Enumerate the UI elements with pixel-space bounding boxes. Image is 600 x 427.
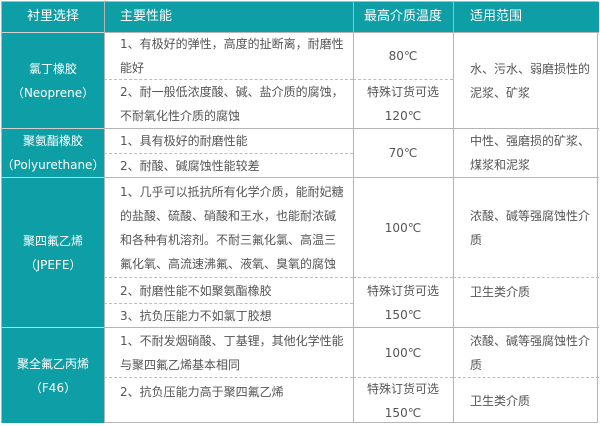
property-cell-line: 3、抗负压能力不如氯丁胶想: [120, 308, 272, 323]
temperature-cell-line: 特殊订货可选: [366, 381, 439, 396]
property-cell-line: 1、几乎可以抵抗所有化学介质，能耐妃糖: [120, 184, 344, 199]
application-cell: 浓酸、碱等强腐蚀性介质: [453, 327, 599, 377]
property-cell: 2、耐酸、碱腐蚀性能较差: [104, 153, 353, 177]
property-cell-line: 能好: [120, 61, 145, 75]
application-cell: 卫生类介质: [453, 277, 599, 327]
property-cell: 3、抗负压能力不如氯丁胶想: [104, 303, 353, 327]
property-cell: 1、几乎可以抵抗所有化学介质，能耐妃糖 的盐酸、硫酸、硝酸和王水，也能耐浓碱 和各种…: [104, 177, 353, 277]
property-cell-line: 1、有极好的弹性，高度的扯断离，耐磨性: [120, 37, 344, 51]
temperature-cell-line: 100℃: [384, 345, 422, 360]
column-divider: [453, 2, 454, 422]
temperature-cell: 70℃: [353, 128, 453, 177]
lining-name-line: （F46）: [29, 380, 77, 395]
temperature-cell: 100℃: [353, 177, 453, 277]
application-cell-line: 中性、强磨损的矿浆、: [470, 134, 591, 148]
header-application: 适用范围: [453, 2, 599, 32]
lining-name-line: 聚四氟乙烯: [22, 233, 83, 248]
temperature-cell-line: 150℃: [384, 405, 422, 420]
application-cell-line: 质: [470, 232, 483, 247]
application-cell-line: 浓酸、碱等强腐蚀性介: [470, 333, 591, 348]
property-cell-line: 2、耐酸、碱腐蚀性能较差: [120, 158, 260, 173]
application-cell-line: 浓酸、碱等强腐蚀性介: [470, 208, 591, 223]
column-divider: [353, 2, 354, 422]
property-cell-line: 2、耐一般低浓度酸、碱、盐介质的腐蚀，: [120, 85, 344, 99]
temperature-cell: 特殊订货可选 150℃: [353, 277, 453, 327]
lining-name-line: （Neoprene）: [11, 85, 95, 100]
property-cell-line: 不耐氧化性介质的腐蚀: [120, 109, 241, 123]
application-cell-line: 质: [470, 357, 483, 372]
lining-name-line: 聚氨酯橡胶: [22, 134, 83, 148]
property-cell: 1、具有极好的耐磨性能: [104, 128, 353, 153]
temperature-cell: 特殊订货可选 120℃: [353, 79, 453, 128]
property-cell-line: 2、抗负压能力高于聚四氟乙烯: [120, 385, 284, 399]
lining-name-line: （JPEFE）: [24, 257, 82, 272]
property-cell: 2、抗负压能力高于聚四氟乙烯: [104, 377, 353, 423]
property-cell: 1、不耐发烟硝酸、丁基锂，其他化学性能 与聚四氟乙烯基本相同: [104, 327, 353, 377]
property-cell-line: 1、不耐发烟硝酸、丁基锂，其他化学性能: [120, 333, 344, 348]
temperature-cell: 80℃: [353, 32, 453, 79]
property-cell-line: 氟化氧、高流速沸氟、液氧、臭氧的腐蚀: [120, 256, 337, 271]
lining-name: 聚全氟乙丙烯 （F46）: [2, 327, 104, 423]
lining-name-line: 聚全氟乙丙烯: [16, 356, 89, 371]
temperature-cell-line: 150℃: [384, 307, 422, 322]
temperature-cell-line: 特殊订货可选: [366, 283, 439, 298]
column-divider: [104, 2, 105, 422]
application-cell: 水、污水、弱磨损性的 泥浆、矿浆: [453, 32, 599, 128]
temperature-cell: 100℃: [353, 327, 453, 377]
lining-name: 聚四氟乙烯 （JPEFE）: [2, 177, 104, 327]
lining-name-line: （Polyurethane）: [1, 158, 105, 172]
temperature-cell-line: 80℃: [388, 49, 418, 63]
application-cell-line: 卫生类介质: [470, 393, 531, 408]
property-cell-line: 与聚四氟乙烯基本相同: [120, 357, 241, 372]
property-cell-line: 1、具有极好的耐磨性能: [120, 134, 248, 148]
header-properties: 主要性能: [104, 2, 353, 32]
application-cell-line: 煤浆和泥浆: [470, 158, 531, 172]
application-cell-line: 水、污水、弱磨损性的: [470, 61, 591, 76]
header-lining: 衬里选择: [2, 2, 104, 32]
application-cell-line: 卫生类介质: [470, 285, 531, 299]
application-cell-line: 泥浆、矿浆: [470, 85, 531, 100]
lining-name: 氯丁橡胶 （Neoprene）: [2, 32, 104, 128]
temperature-cell-line: 100℃: [384, 220, 422, 235]
temperature-cell-line: 特殊订货可选: [366, 85, 439, 99]
application-cell: 浓酸、碱等强腐蚀性介质: [453, 177, 599, 277]
property-cell: 2、耐一般低浓度酸、碱、盐介质的腐蚀， 不耐氧化性介质的腐蚀: [104, 79, 353, 128]
lining-name: 聚氨酯橡胶 （Polyurethane）: [2, 128, 104, 177]
property-cell-line: 和各种有机溶剂。不耐三氟化氯、高温三: [120, 232, 337, 247]
header-max-temp: 最高介质温度: [353, 2, 453, 32]
lining-name-line: 氯丁橡胶: [28, 61, 77, 76]
property-cell-line: 2、耐磨性能不如聚氨酯橡胶: [120, 283, 272, 298]
temperature-cell-line: 70℃: [388, 146, 418, 160]
application-cell: 卫生类介质: [453, 377, 599, 423]
temperature-cell-line: 120℃: [384, 109, 422, 123]
property-cell-line: 的盐酸、硫酸、硝酸和王水，也能耐浓碱: [120, 208, 337, 223]
property-cell: 1、有极好的弹性，高度的扯断离，耐磨性 能好: [104, 32, 353, 79]
temperature-cell: 特殊订货可选 150℃: [353, 377, 453, 423]
property-cell: 2、耐磨性能不如聚氨酯橡胶: [104, 277, 353, 303]
application-cell: 中性、强磨损的矿浆、 煤浆和泥浆: [453, 128, 599, 177]
